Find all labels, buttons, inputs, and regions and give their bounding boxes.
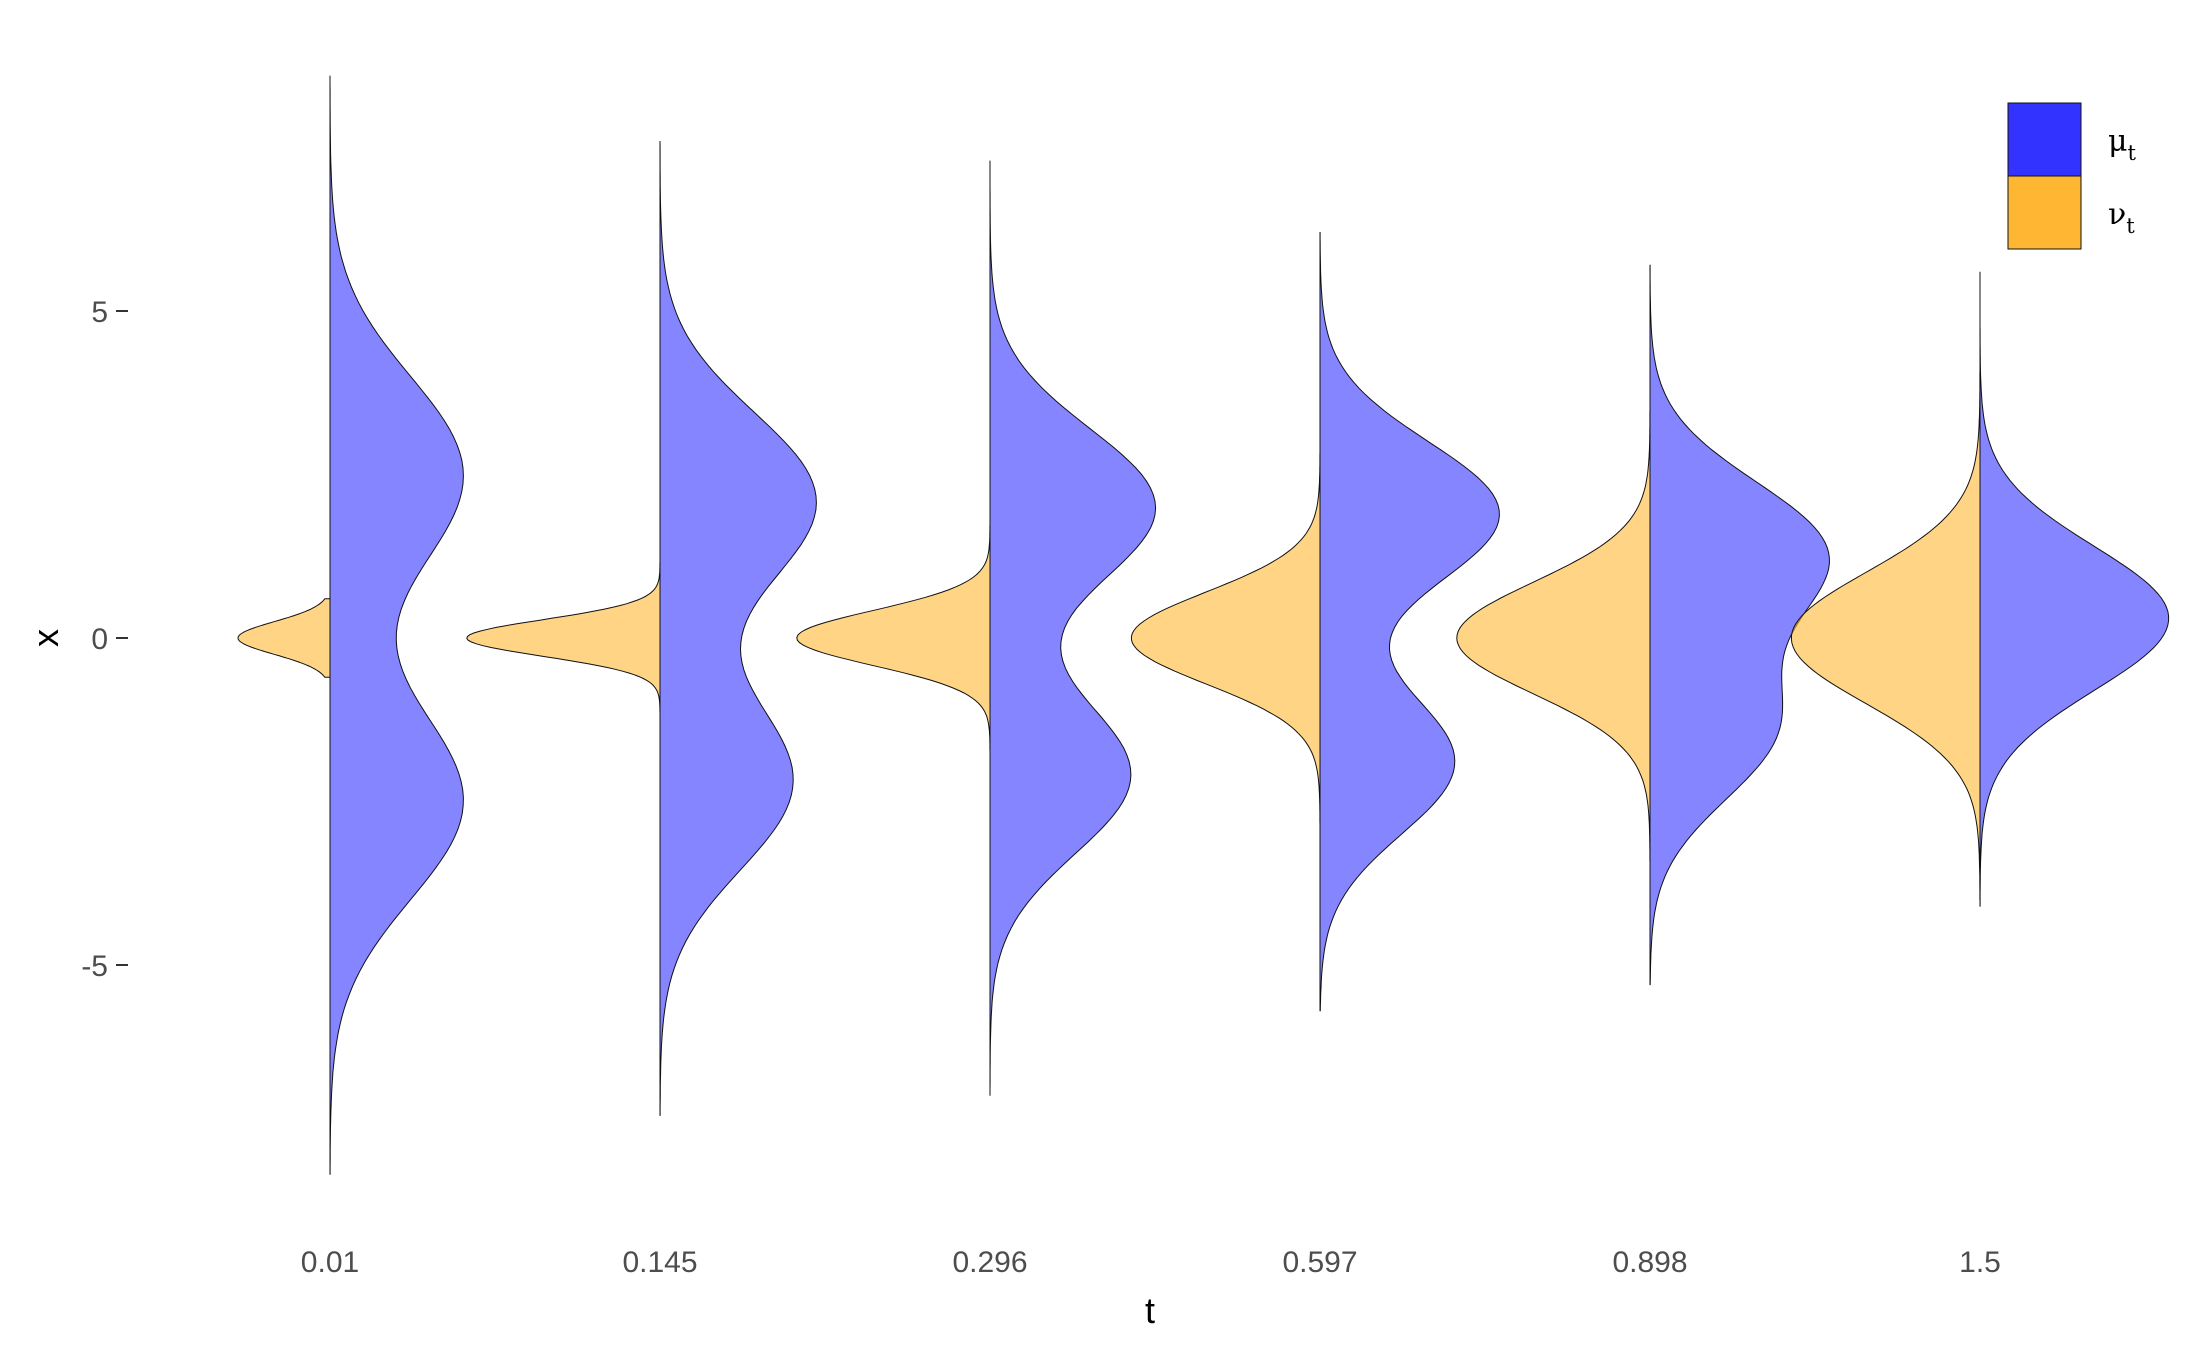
legend: μt νt bbox=[2007, 102, 2137, 250]
violin-mu bbox=[1979, 271, 2170, 907]
x-tick-label: 0.898 bbox=[1612, 1246, 1687, 1279]
x-tick-label: 1.5 bbox=[1959, 1246, 2001, 1279]
x-axis: 0.01 0.145 0.296 0.597 0.898 1.5 bbox=[301, 1246, 2001, 1279]
violin-nu bbox=[1790, 363, 1981, 901]
x-axis-title: t bbox=[1145, 1290, 1155, 1331]
violin-nu bbox=[796, 448, 991, 802]
violin-mu bbox=[659, 140, 817, 1116]
violin-nu bbox=[1130, 389, 1321, 828]
violin-nu bbox=[466, 507, 661, 763]
x-tick-label: 0.597 bbox=[1282, 1246, 1357, 1279]
violin-layer bbox=[237, 75, 2170, 1175]
violin-mu bbox=[1319, 232, 1500, 1012]
y-tick-label: 0 bbox=[91, 623, 108, 656]
y-tick-label: 5 bbox=[91, 296, 108, 329]
violin-mu bbox=[329, 75, 464, 1175]
legend-label-nu: νt bbox=[2108, 197, 2135, 238]
x-tick-label: 0.01 bbox=[301, 1246, 359, 1279]
y-axis-title: x bbox=[25, 629, 66, 647]
y-axis: 5 0 -5 bbox=[81, 296, 128, 983]
y-tick-label: -5 bbox=[81, 950, 108, 983]
x-tick-label: 0.296 bbox=[952, 1246, 1027, 1279]
legend-label-mu: μt bbox=[2108, 124, 2137, 165]
violin-nu bbox=[1456, 389, 1651, 861]
x-tick-label: 0.145 bbox=[622, 1246, 697, 1279]
violin-nu bbox=[237, 598, 331, 678]
legend-swatch-mu bbox=[2007, 102, 2082, 177]
violin-mu bbox=[989, 160, 1157, 1096]
legend-swatch-nu bbox=[2007, 175, 2082, 250]
